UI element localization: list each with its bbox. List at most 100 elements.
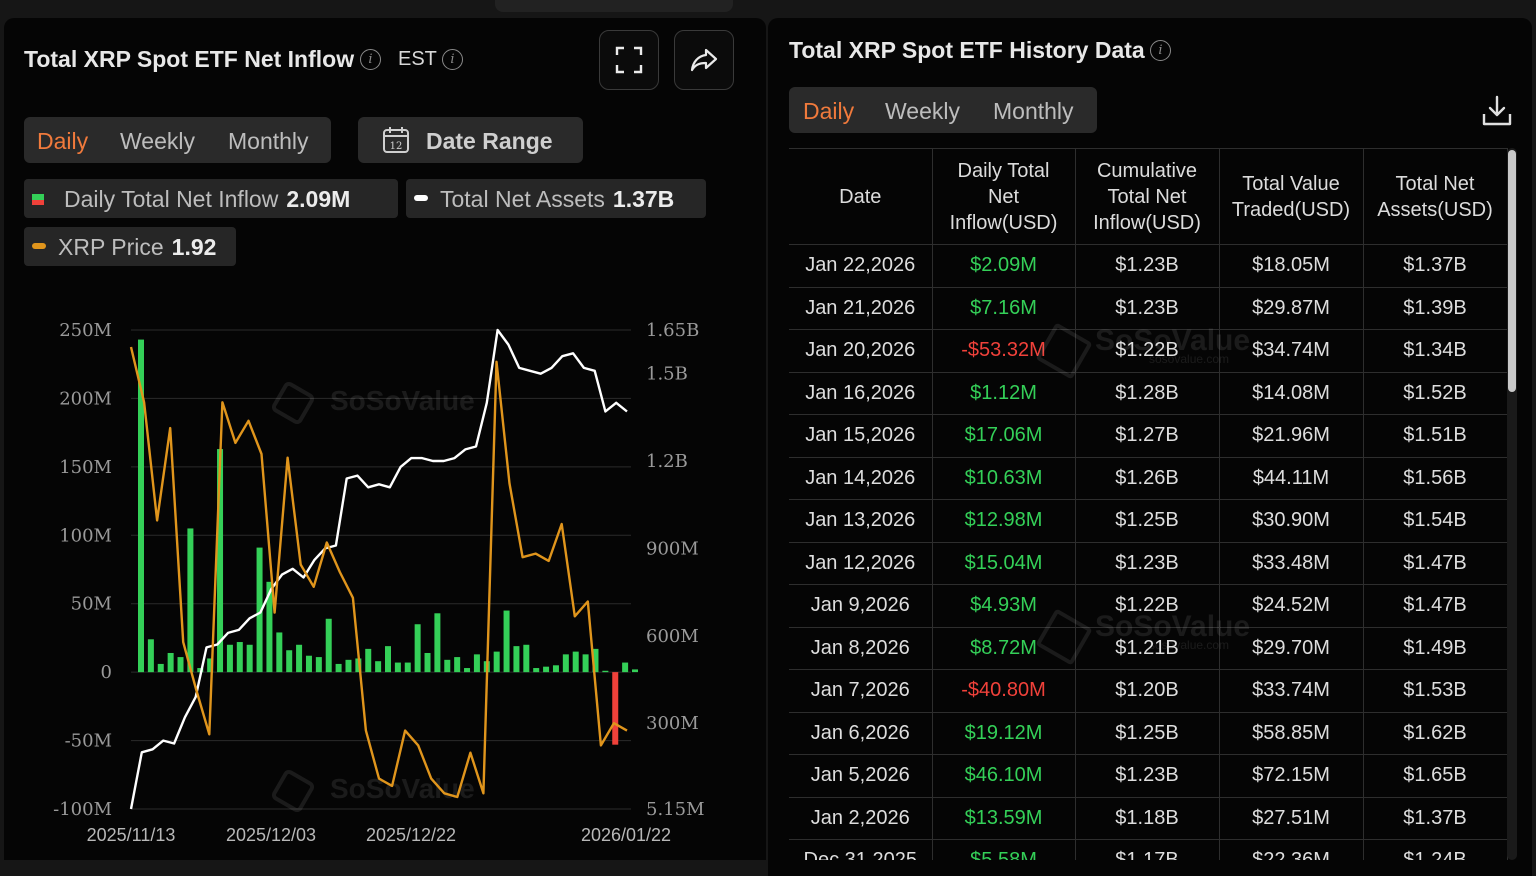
- inflow-bar[interactable]: [256, 547, 263, 673]
- net-assets-cell: $1.49B: [1362, 626, 1508, 670]
- inflow-bar[interactable]: [454, 657, 461, 673]
- table-scrollbar[interactable]: [1508, 150, 1516, 392]
- info-icon[interactable]: i: [1150, 40, 1171, 61]
- legend-label: Total Net Assets: [440, 186, 605, 212]
- legend-value: 1.37B: [612, 186, 675, 212]
- net-inflow-cell: $7.16M: [931, 286, 1076, 330]
- net-inflow-cell: $19.12M: [931, 711, 1076, 755]
- xrp-price-line[interactable]: [129, 346, 628, 799]
- inflow-bar[interactable]: [394, 662, 401, 673]
- inflow-bar[interactable]: [365, 648, 372, 673]
- fullscreen-button[interactable]: [599, 30, 659, 90]
- inflow-bar[interactable]: [197, 668, 204, 673]
- timezone-label: EST: [398, 48, 437, 70]
- top-tab-handle[interactable]: [495, 0, 733, 12]
- inflow-bar[interactable]: [375, 661, 382, 673]
- inflow-bar[interactable]: [582, 654, 589, 673]
- inflow-bar[interactable]: [266, 581, 273, 673]
- inflow-bar[interactable]: [612, 672, 619, 745]
- inflow-bar[interactable]: [276, 632, 283, 673]
- tab-weekly[interactable]: Weekly: [120, 128, 195, 154]
- share-button[interactable]: [674, 30, 734, 90]
- inflow-bar[interactable]: [434, 613, 441, 673]
- info-icon[interactable]: i: [360, 49, 381, 70]
- net-assets-cell: $1.52B: [1362, 371, 1508, 415]
- header-line: Traded(USD): [1231, 198, 1351, 221]
- header-line: Net: [987, 185, 1020, 208]
- inflow-bar[interactable]: [493, 651, 500, 673]
- inflow-bar[interactable]: [187, 528, 194, 673]
- inflow-bar[interactable]: [533, 668, 540, 673]
- inflow-bar[interactable]: [424, 652, 431, 673]
- table-scroll-track[interactable]: [1507, 148, 1517, 860]
- inflow-bar[interactable]: [157, 663, 164, 673]
- inflow-bar[interactable]: [207, 658, 214, 673]
- value-traded-cell: $14.08M: [1218, 371, 1364, 415]
- inflow-bar[interactable]: [632, 669, 638, 673]
- legend-net-assets[interactable]: Total Net Assets 1.37B: [406, 179, 706, 218]
- cumulative-inflow-cell: $1.23B: [1074, 286, 1220, 330]
- inflow-bar[interactable]: [147, 639, 154, 673]
- inflow-bar[interactable]: [236, 642, 243, 673]
- inflow-bar[interactable]: [345, 659, 352, 673]
- legend-daily-inflow[interactable]: Daily Total Net Inflow 2.09M: [24, 179, 398, 218]
- net-inflow-chart[interactable]: SoSoValue SoSoValue 250M 200M 150M 100M 50M 0 -…: [0, 300, 766, 860]
- net-assets-cell: $1.39B: [1362, 286, 1508, 330]
- inflow-bar[interactable]: [246, 644, 253, 673]
- inflow-bar[interactable]: [404, 662, 411, 673]
- inflow-bar[interactable]: [217, 449, 224, 673]
- date-cell: Jan 12,2026: [789, 541, 933, 585]
- timezone-info-icon[interactable]: i: [442, 49, 463, 70]
- date-range-button[interactable]: 12 Date Range: [358, 117, 583, 163]
- cumulative-inflow-cell: $1.27B: [1074, 414, 1220, 458]
- inflow-bar[interactable]: [286, 650, 293, 673]
- inflow-bar[interactable]: [177, 657, 184, 673]
- inflow-bar[interactable]: [444, 659, 451, 673]
- tab-daily[interactable]: Daily: [803, 98, 855, 124]
- y-left-tick-label: 200M: [59, 388, 112, 409]
- table-header: Daily Total Net Inflow(USD): [931, 148, 1076, 245]
- legend-label: XRP Price: [58, 234, 164, 260]
- date-cell: Jan 16,2026: [789, 371, 933, 415]
- table-title: Total XRP Spot ETF History Data: [789, 37, 1145, 63]
- tab-daily[interactable]: Daily: [37, 128, 89, 154]
- inflow-bar[interactable]: [552, 665, 559, 673]
- inflow-bar[interactable]: [305, 655, 312, 673]
- inflow-bar[interactable]: [464, 668, 471, 673]
- inflow-bar[interactable]: [325, 618, 332, 673]
- inflow-bar[interactable]: [414, 624, 421, 673]
- inflow-bar[interactable]: [385, 646, 391, 673]
- inflow-bar[interactable]: [513, 646, 520, 673]
- inflow-bar[interactable]: [592, 648, 599, 673]
- inflow-bar[interactable]: [572, 651, 579, 673]
- inflow-bar[interactable]: [226, 644, 233, 673]
- inflow-bar[interactable]: [503, 610, 510, 673]
- table-header: Total Value Traded(USD): [1218, 148, 1364, 245]
- value-traded-cell: $44.11M: [1218, 456, 1364, 500]
- inflow-bar[interactable]: [335, 663, 342, 673]
- xrp-price-swatch-icon: [32, 243, 46, 249]
- inflow-bar[interactable]: [473, 654, 480, 673]
- tab-monthly[interactable]: Monthly: [228, 128, 309, 154]
- header-line: Cumulative: [1096, 159, 1198, 182]
- inflow-bar[interactable]: [167, 652, 174, 673]
- share-icon: [690, 48, 718, 72]
- inflow-bar[interactable]: [138, 339, 144, 673]
- table-row: Jan 9,2026 $4.93M $1.22B $24.52M $1.47B: [789, 584, 1508, 628]
- table-row: Jan 16,2026 $1.12M $1.28B $14.08M $1.52B: [789, 371, 1508, 415]
- download-icon[interactable]: [1480, 94, 1514, 128]
- cumulative-inflow-cell: $1.21B: [1074, 626, 1220, 670]
- legend-xrp-price[interactable]: XRP Price 1.92: [24, 227, 236, 266]
- table-row: Jan 8,2026 $8.72M $1.21B $29.70M $1.49B: [789, 626, 1508, 670]
- history-table-container[interactable]: Date Daily Total Net Inflow(USD) Cumulative T…: [789, 148, 1509, 860]
- value-traded-cell: $22.36M: [1218, 839, 1364, 860]
- inflow-bar[interactable]: [523, 644, 530, 673]
- tab-monthly[interactable]: Monthly: [993, 98, 1074, 124]
- inflow-bar[interactable]: [562, 654, 569, 673]
- inflow-bar[interactable]: [296, 644, 303, 673]
- inflow-bar[interactable]: [622, 662, 629, 673]
- inflow-bar[interactable]: [315, 657, 322, 673]
- inflow-bar[interactable]: [543, 666, 550, 673]
- tab-weekly[interactable]: Weekly: [885, 98, 960, 124]
- inflow-bar[interactable]: [602, 670, 609, 673]
